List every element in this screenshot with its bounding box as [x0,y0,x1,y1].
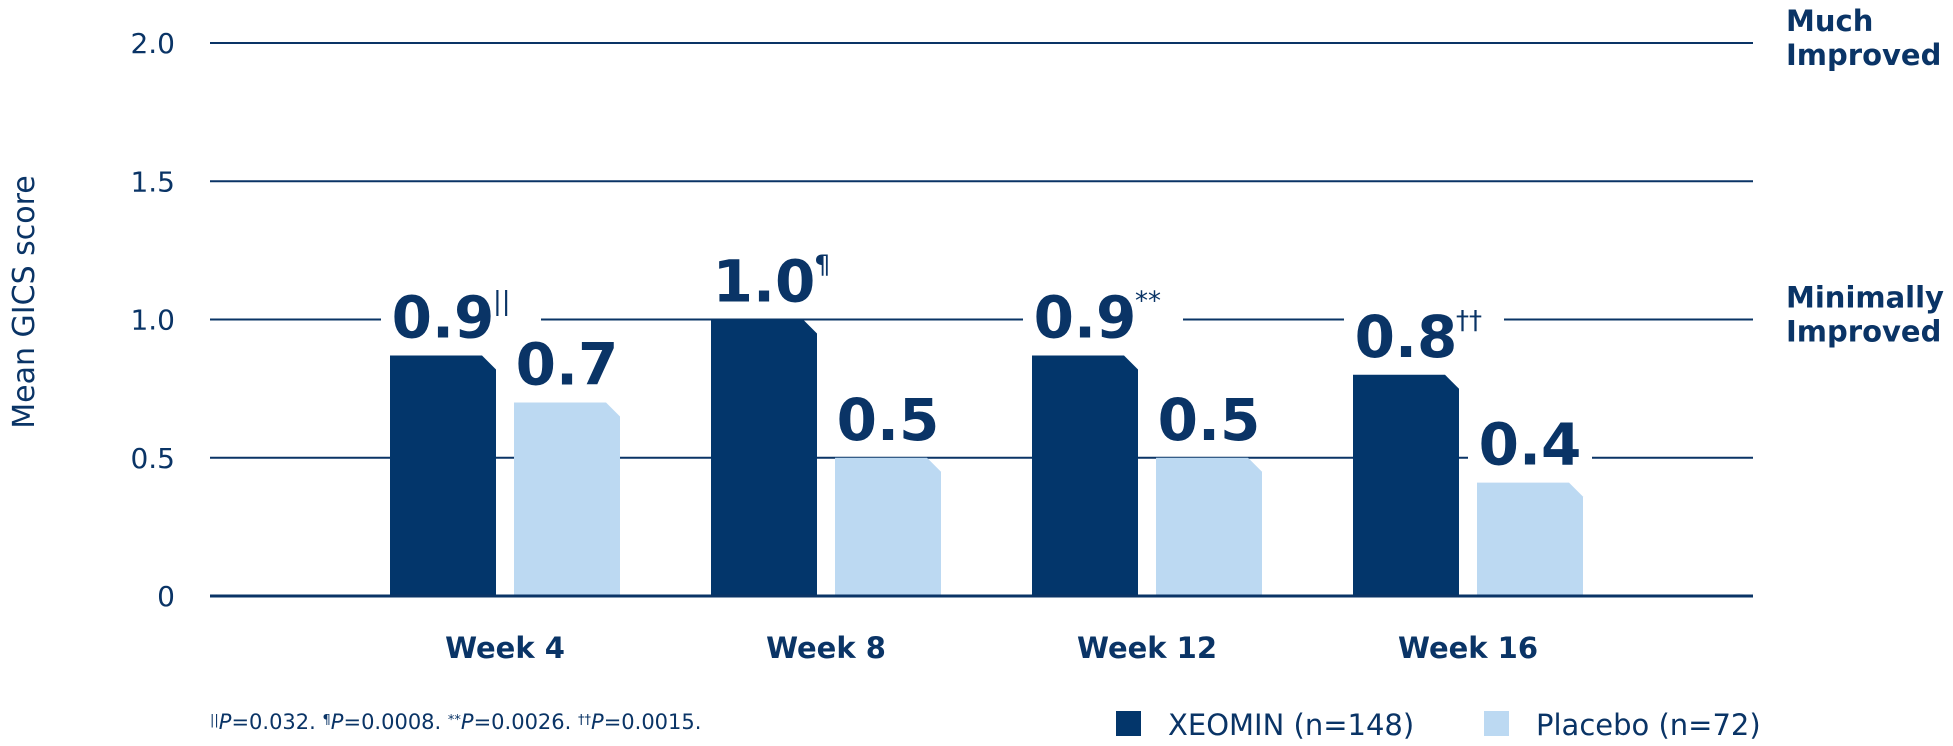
value-label-group: 0.5 [1147,386,1271,454]
placebo-value-label: 0.5 [837,386,940,454]
y-tick-label: 1.0 [130,304,175,337]
footnote-p: P [218,710,232,734]
x-category-label: Week 4 [445,631,565,665]
xeomin-bar [1032,355,1138,596]
xeomin-bar [390,355,496,596]
placebo-bar [1156,457,1262,596]
legend-placebo-swatch [1484,711,1509,736]
value-label-background [826,389,950,450]
xeomin-value-label: 0.8 [1355,303,1458,371]
legend: XEOMIN (n=148) Placebo (n=72) [1116,708,1761,742]
x-category-label: Week 16 [1398,631,1538,665]
footnote-value: =0.0015. [603,710,702,734]
placebo-bar [835,457,941,596]
footnote-value: =0.032. [231,710,323,734]
y-tick-label: 1.5 [130,165,175,198]
value-label-group: 0.7 [505,330,629,398]
value-label-group: 0.5 [826,386,950,454]
footnote-value: =0.0026. [473,710,579,734]
significance-mark: †† [1456,306,1482,336]
reference-label: Improved [1786,315,1941,349]
value-label-group: 0.4 [1468,411,1592,479]
footnote-value: =0.0008. [343,710,448,734]
legend-xeomin-text: XEOMIN (n=148) [1168,708,1414,742]
reference-label: Minimally [1786,281,1944,315]
footnote-symbol: †† [578,713,592,728]
footnote-p: P [330,710,344,734]
value-label-group: 0.9** [1023,283,1183,351]
placebo-bar [514,402,620,596]
axes: 0 0.5 1.0 1.5 2.0 Mean GICS score Week 4 Week 8… [7,4,1944,665]
placebo-value-label: 0.7 [516,330,619,398]
y-tick-label: 0 [157,580,175,613]
reference-label: Much [1786,4,1873,38]
footnote-p: P [460,710,474,734]
value-label-background [702,251,862,312]
y-tick-label: 0.5 [130,442,175,475]
placebo-value-label: 0.4 [1479,411,1582,479]
legend-xeomin-swatch [1116,711,1141,736]
legend-placebo-text: Placebo (n=72) [1536,708,1761,742]
footnote-symbol: ** [447,713,461,728]
significance-mark: || [493,286,511,316]
footnote-symbol: || [210,713,219,728]
p-value-footnote: ||P=0.032. ¶P=0.0008. **P=0.0026. ††P=0.… [210,710,701,734]
x-category-label: Week 8 [766,631,886,665]
y-tick-label: 2.0 [130,27,175,60]
value-label-group: 0.8†† [1344,303,1504,371]
significance-mark: ¶ [814,251,831,281]
xeomin-bar [711,319,817,596]
value-label-background [1147,389,1271,450]
xeomin-bar [1353,374,1459,596]
value-label-group: 1.0¶ [702,248,862,316]
placebo-bar [1477,482,1583,596]
bars [390,319,1583,596]
reference-label: Improved [1786,38,1941,72]
xeomin-value-label: 0.9 [392,283,495,351]
x-category-label: Week 12 [1077,631,1217,665]
placebo-value-label: 0.5 [1158,386,1261,454]
significance-mark: ** [1135,286,1161,316]
y-axis-label: Mean GICS score [7,175,42,429]
value-labels: 0.9||0.71.0¶0.50.9**0.50.8††0.4 [381,248,1592,479]
value-label-background [1344,306,1504,367]
value-label-background [1023,287,1183,348]
value-label-background [1468,414,1592,475]
footnote-p: P [591,710,604,734]
value-label-background [505,334,629,395]
xeomin-value-label: 0.9 [1034,283,1137,351]
xeomin-value-label: 1.0 [713,248,816,316]
footnote-symbol: ¶ [322,713,331,728]
